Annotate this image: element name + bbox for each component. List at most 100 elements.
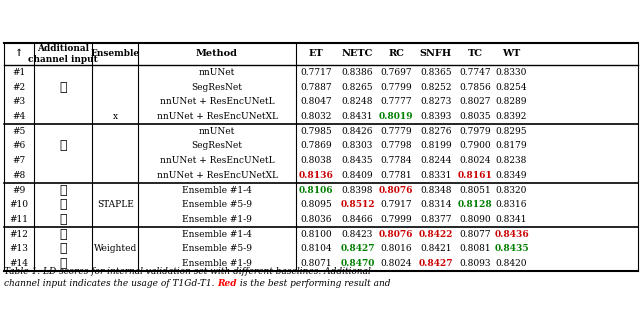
Text: 0.8238: 0.8238 bbox=[496, 156, 527, 165]
Text: 0.8435: 0.8435 bbox=[494, 244, 529, 254]
Text: 0.8076: 0.8076 bbox=[379, 230, 413, 239]
Text: 0.8024: 0.8024 bbox=[460, 156, 491, 165]
Text: 0.8470: 0.8470 bbox=[340, 259, 374, 268]
Text: 0.7779: 0.7779 bbox=[380, 127, 412, 136]
Text: 0.8512: 0.8512 bbox=[340, 200, 375, 209]
Text: 0.8348: 0.8348 bbox=[420, 186, 451, 195]
Text: Additional
channel input: Additional channel input bbox=[28, 44, 98, 64]
Text: TC: TC bbox=[468, 49, 483, 59]
Text: 0.8393: 0.8393 bbox=[420, 112, 451, 121]
Text: SegResNet: SegResNet bbox=[191, 141, 243, 151]
Text: SegResNet: SegResNet bbox=[191, 83, 243, 92]
Text: Ensemble #5-9: Ensemble #5-9 bbox=[182, 244, 252, 254]
Text: 0.8265: 0.8265 bbox=[342, 83, 373, 92]
Text: 0.7869: 0.7869 bbox=[300, 141, 332, 151]
Text: nnUNet: nnUNet bbox=[199, 127, 236, 136]
Text: 0.8365: 0.8365 bbox=[420, 68, 452, 77]
Text: 0.8047: 0.8047 bbox=[300, 97, 332, 106]
Text: 0.8038: 0.8038 bbox=[301, 156, 332, 165]
Text: #12: #12 bbox=[10, 230, 28, 239]
Text: 0.7979: 0.7979 bbox=[460, 127, 491, 136]
Text: 0.7900: 0.7900 bbox=[460, 141, 491, 151]
Text: is the best performing result and: is the best performing result and bbox=[237, 280, 390, 289]
Text: 0.8409: 0.8409 bbox=[342, 171, 373, 180]
Text: 0.8179: 0.8179 bbox=[496, 141, 527, 151]
Text: ✗: ✗ bbox=[60, 183, 67, 197]
Text: #7: #7 bbox=[12, 156, 26, 165]
Text: 0.8320: 0.8320 bbox=[496, 186, 527, 195]
Text: 0.8422: 0.8422 bbox=[419, 230, 453, 239]
Text: 0.8252: 0.8252 bbox=[420, 83, 451, 92]
Text: 0.8254: 0.8254 bbox=[496, 83, 527, 92]
Text: #9: #9 bbox=[12, 186, 26, 195]
Text: 0.8431: 0.8431 bbox=[342, 112, 373, 121]
Text: 0.8331: 0.8331 bbox=[420, 171, 451, 180]
Text: #11: #11 bbox=[10, 215, 28, 224]
Text: SNFH: SNFH bbox=[420, 49, 452, 59]
Text: 0.8051: 0.8051 bbox=[460, 186, 492, 195]
Text: 0.8435: 0.8435 bbox=[342, 156, 373, 165]
Text: ↑: ↑ bbox=[15, 49, 23, 59]
Text: 0.8076: 0.8076 bbox=[379, 186, 413, 195]
Text: 0.8027: 0.8027 bbox=[460, 97, 491, 106]
Text: 0.8392: 0.8392 bbox=[496, 112, 527, 121]
Text: x: x bbox=[113, 112, 118, 121]
Text: 0.7717: 0.7717 bbox=[300, 68, 332, 77]
Text: 0.7784: 0.7784 bbox=[380, 156, 412, 165]
Text: ✓: ✓ bbox=[60, 139, 67, 152]
Text: #10: #10 bbox=[10, 200, 28, 209]
Text: 0.7781: 0.7781 bbox=[380, 171, 412, 180]
Text: 0.8032: 0.8032 bbox=[301, 112, 332, 121]
Text: 0.8436: 0.8436 bbox=[494, 230, 529, 239]
Text: 0.8024: 0.8024 bbox=[380, 259, 412, 268]
Text: 0.8161: 0.8161 bbox=[458, 171, 493, 180]
Text: 0.7985: 0.7985 bbox=[300, 127, 332, 136]
Text: 0.7798: 0.7798 bbox=[380, 141, 412, 151]
Text: 0.7697: 0.7697 bbox=[380, 68, 412, 77]
Text: 0.8090: 0.8090 bbox=[460, 215, 491, 224]
Text: 0.8314: 0.8314 bbox=[420, 200, 451, 209]
Text: #13: #13 bbox=[10, 244, 28, 254]
Text: 0.8276: 0.8276 bbox=[420, 127, 451, 136]
Text: Ensemble #5-9: Ensemble #5-9 bbox=[182, 200, 252, 209]
Text: 0.8427: 0.8427 bbox=[340, 244, 374, 254]
Text: 0.8349: 0.8349 bbox=[496, 171, 527, 180]
Text: 0.8295: 0.8295 bbox=[496, 127, 527, 136]
Text: 0.8104: 0.8104 bbox=[300, 244, 332, 254]
Text: Ensemble #1-4: Ensemble #1-4 bbox=[182, 186, 252, 195]
Text: 0.8427: 0.8427 bbox=[419, 259, 453, 268]
Text: ✓: ✓ bbox=[60, 257, 67, 270]
Text: ✗: ✗ bbox=[60, 80, 67, 94]
Text: 0.8248: 0.8248 bbox=[342, 97, 373, 106]
Text: Ensemble #1-9: Ensemble #1-9 bbox=[182, 215, 252, 224]
Text: WT: WT bbox=[502, 49, 521, 59]
Text: 0.8420: 0.8420 bbox=[496, 259, 527, 268]
Text: 0.8377: 0.8377 bbox=[420, 215, 451, 224]
Text: 0.7887: 0.7887 bbox=[300, 83, 332, 92]
Text: #6: #6 bbox=[12, 141, 26, 151]
Text: nnUNet + ResEncUNetXL: nnUNet + ResEncUNetXL bbox=[157, 171, 278, 180]
Text: 0.8421: 0.8421 bbox=[420, 244, 451, 254]
Text: ✓: ✓ bbox=[60, 243, 67, 255]
Text: Ensemble: Ensemble bbox=[91, 49, 140, 59]
Text: 0.8466: 0.8466 bbox=[342, 215, 373, 224]
Text: #1: #1 bbox=[12, 68, 26, 77]
Text: RC: RC bbox=[388, 49, 404, 59]
Text: 0.8016: 0.8016 bbox=[380, 244, 412, 254]
Text: 0.7856: 0.7856 bbox=[460, 83, 492, 92]
Text: #2: #2 bbox=[12, 83, 26, 92]
Text: 0.8199: 0.8199 bbox=[420, 141, 452, 151]
Text: channel input indicates the usage of T1Gd-T1.: channel input indicates the usage of T1G… bbox=[4, 280, 218, 289]
Text: nnUNet + ResEncUNetL: nnUNet + ResEncUNetL bbox=[160, 97, 275, 106]
Text: 0.7917: 0.7917 bbox=[380, 200, 412, 209]
Text: #5: #5 bbox=[12, 127, 26, 136]
Text: ✗: ✗ bbox=[60, 228, 67, 241]
Text: 0.8303: 0.8303 bbox=[342, 141, 373, 151]
Text: 0.8244: 0.8244 bbox=[420, 156, 451, 165]
Text: nnUNet + ResEncUNetXL: nnUNet + ResEncUNetXL bbox=[157, 112, 278, 121]
Text: NETC: NETC bbox=[342, 49, 373, 59]
Text: nnUNet + ResEncUNetL: nnUNet + ResEncUNetL bbox=[160, 156, 275, 165]
Text: ET: ET bbox=[309, 49, 324, 59]
Text: 0.8398: 0.8398 bbox=[342, 186, 373, 195]
Text: 0.8136: 0.8136 bbox=[299, 171, 333, 180]
